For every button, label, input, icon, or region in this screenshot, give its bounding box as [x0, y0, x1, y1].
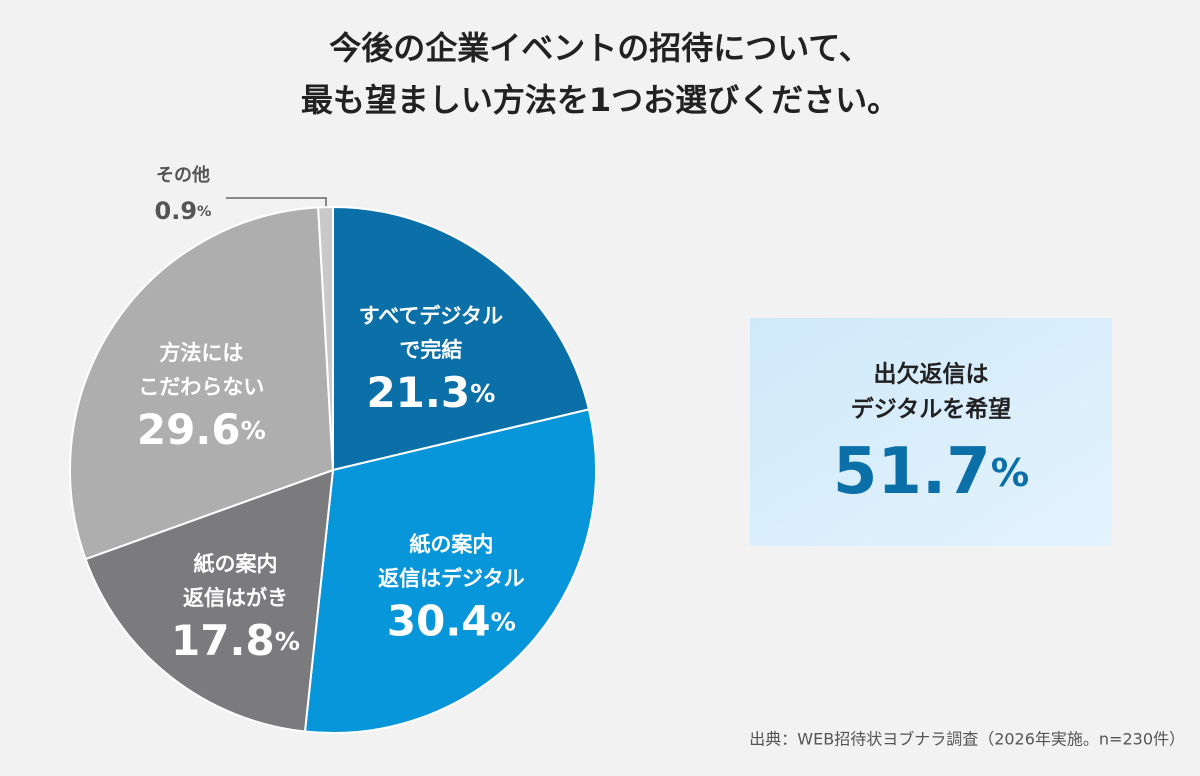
highlight-value: 51.7%	[833, 435, 1029, 509]
pie-slice	[317, 205, 334, 471]
value-label: 30.4%	[387, 596, 516, 645]
source-note: 出典：WEB招待状ヨブナラ調査（2026年実施。n=230件）	[749, 730, 1185, 749]
pie	[69, 205, 597, 734]
value-label: 29.6%	[137, 404, 266, 453]
slice-label: こだわらない	[138, 375, 264, 399]
slice-label: 紙の案内	[194, 552, 278, 576]
pie-slice	[332, 205, 591, 472]
pie-slice	[303, 408, 597, 734]
pie-slice	[84, 468, 335, 733]
slice-label: で完結	[399, 338, 462, 362]
slice-label: 紙の案内	[409, 532, 493, 556]
chart-title: 今後の企業イベントの招待について、	[329, 29, 870, 67]
slice-label: 返信はがき	[183, 586, 288, 610]
pie-slice	[69, 206, 335, 561]
chart-title: 最も望ましい方法を1つお選びください。	[301, 81, 899, 119]
value-label: 0.9%	[155, 197, 212, 225]
highlight-label: 出欠返信は	[874, 361, 989, 388]
slice-label: 返信はデジタル	[378, 566, 525, 590]
highlight-box	[750, 318, 1112, 546]
slice-label: その他	[156, 164, 210, 186]
value-label: 21.3%	[366, 368, 495, 417]
slice-label: 方法には	[159, 341, 243, 365]
slice-label: すべてデジタル	[359, 304, 503, 328]
value-label: 17.8%	[171, 616, 300, 665]
highlight-label: デジタルを希望	[851, 396, 1012, 423]
